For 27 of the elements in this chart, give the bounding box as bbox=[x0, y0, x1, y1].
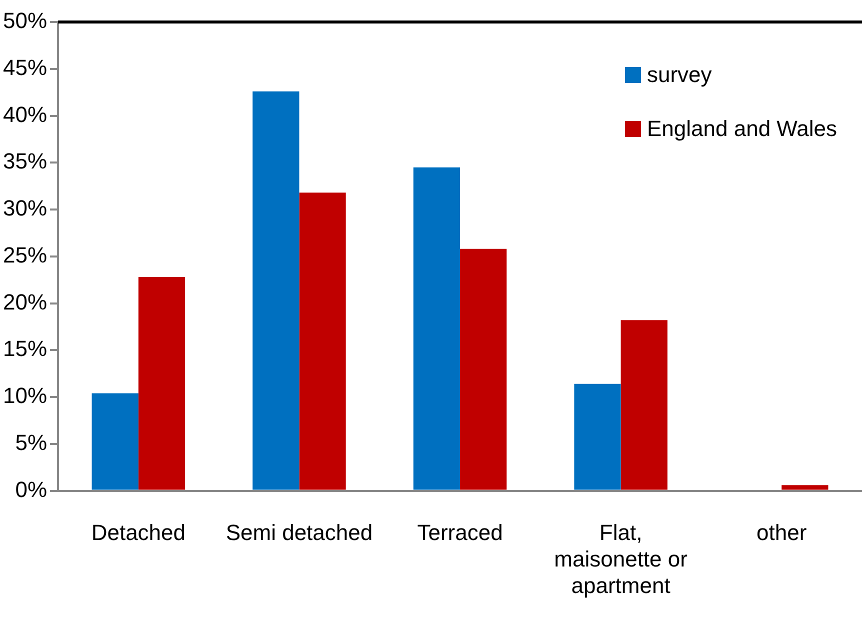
y-tick-label: 45% bbox=[2, 54, 48, 80]
bar bbox=[574, 384, 621, 490]
legend-label: survey bbox=[647, 62, 712, 88]
bar bbox=[138, 277, 186, 490]
y-tick-label: 35% bbox=[2, 148, 48, 174]
y-tick-label: 15% bbox=[2, 336, 48, 362]
bar bbox=[782, 485, 828, 490]
bar bbox=[413, 167, 460, 490]
bar bbox=[460, 248, 507, 490]
y-tick-label: 20% bbox=[2, 289, 48, 314]
x-tick-label: Terraced bbox=[417, 520, 503, 546]
y-tick-label: 25% bbox=[2, 242, 48, 268]
x-tick-label: Detached bbox=[91, 520, 186, 546]
y-tick-label: 40% bbox=[2, 102, 48, 127]
bar bbox=[252, 91, 300, 490]
x-tick-label: Semi detached bbox=[226, 520, 373, 546]
y-tick-label: 30% bbox=[2, 196, 48, 221]
x-tick-label: Flat, maisonette or apartment bbox=[554, 520, 688, 598]
y-tick-label: 5% bbox=[15, 430, 48, 455]
y-tick-label: 0% bbox=[15, 476, 48, 502]
y-tick-label: 50% bbox=[2, 8, 48, 34]
bar bbox=[92, 393, 138, 490]
y-tick-label: 10% bbox=[2, 383, 48, 408]
legend-label: England and Wales bbox=[647, 116, 837, 142]
bar bbox=[620, 320, 668, 490]
x-tick-label: other bbox=[756, 520, 807, 546]
bar bbox=[299, 192, 346, 490]
